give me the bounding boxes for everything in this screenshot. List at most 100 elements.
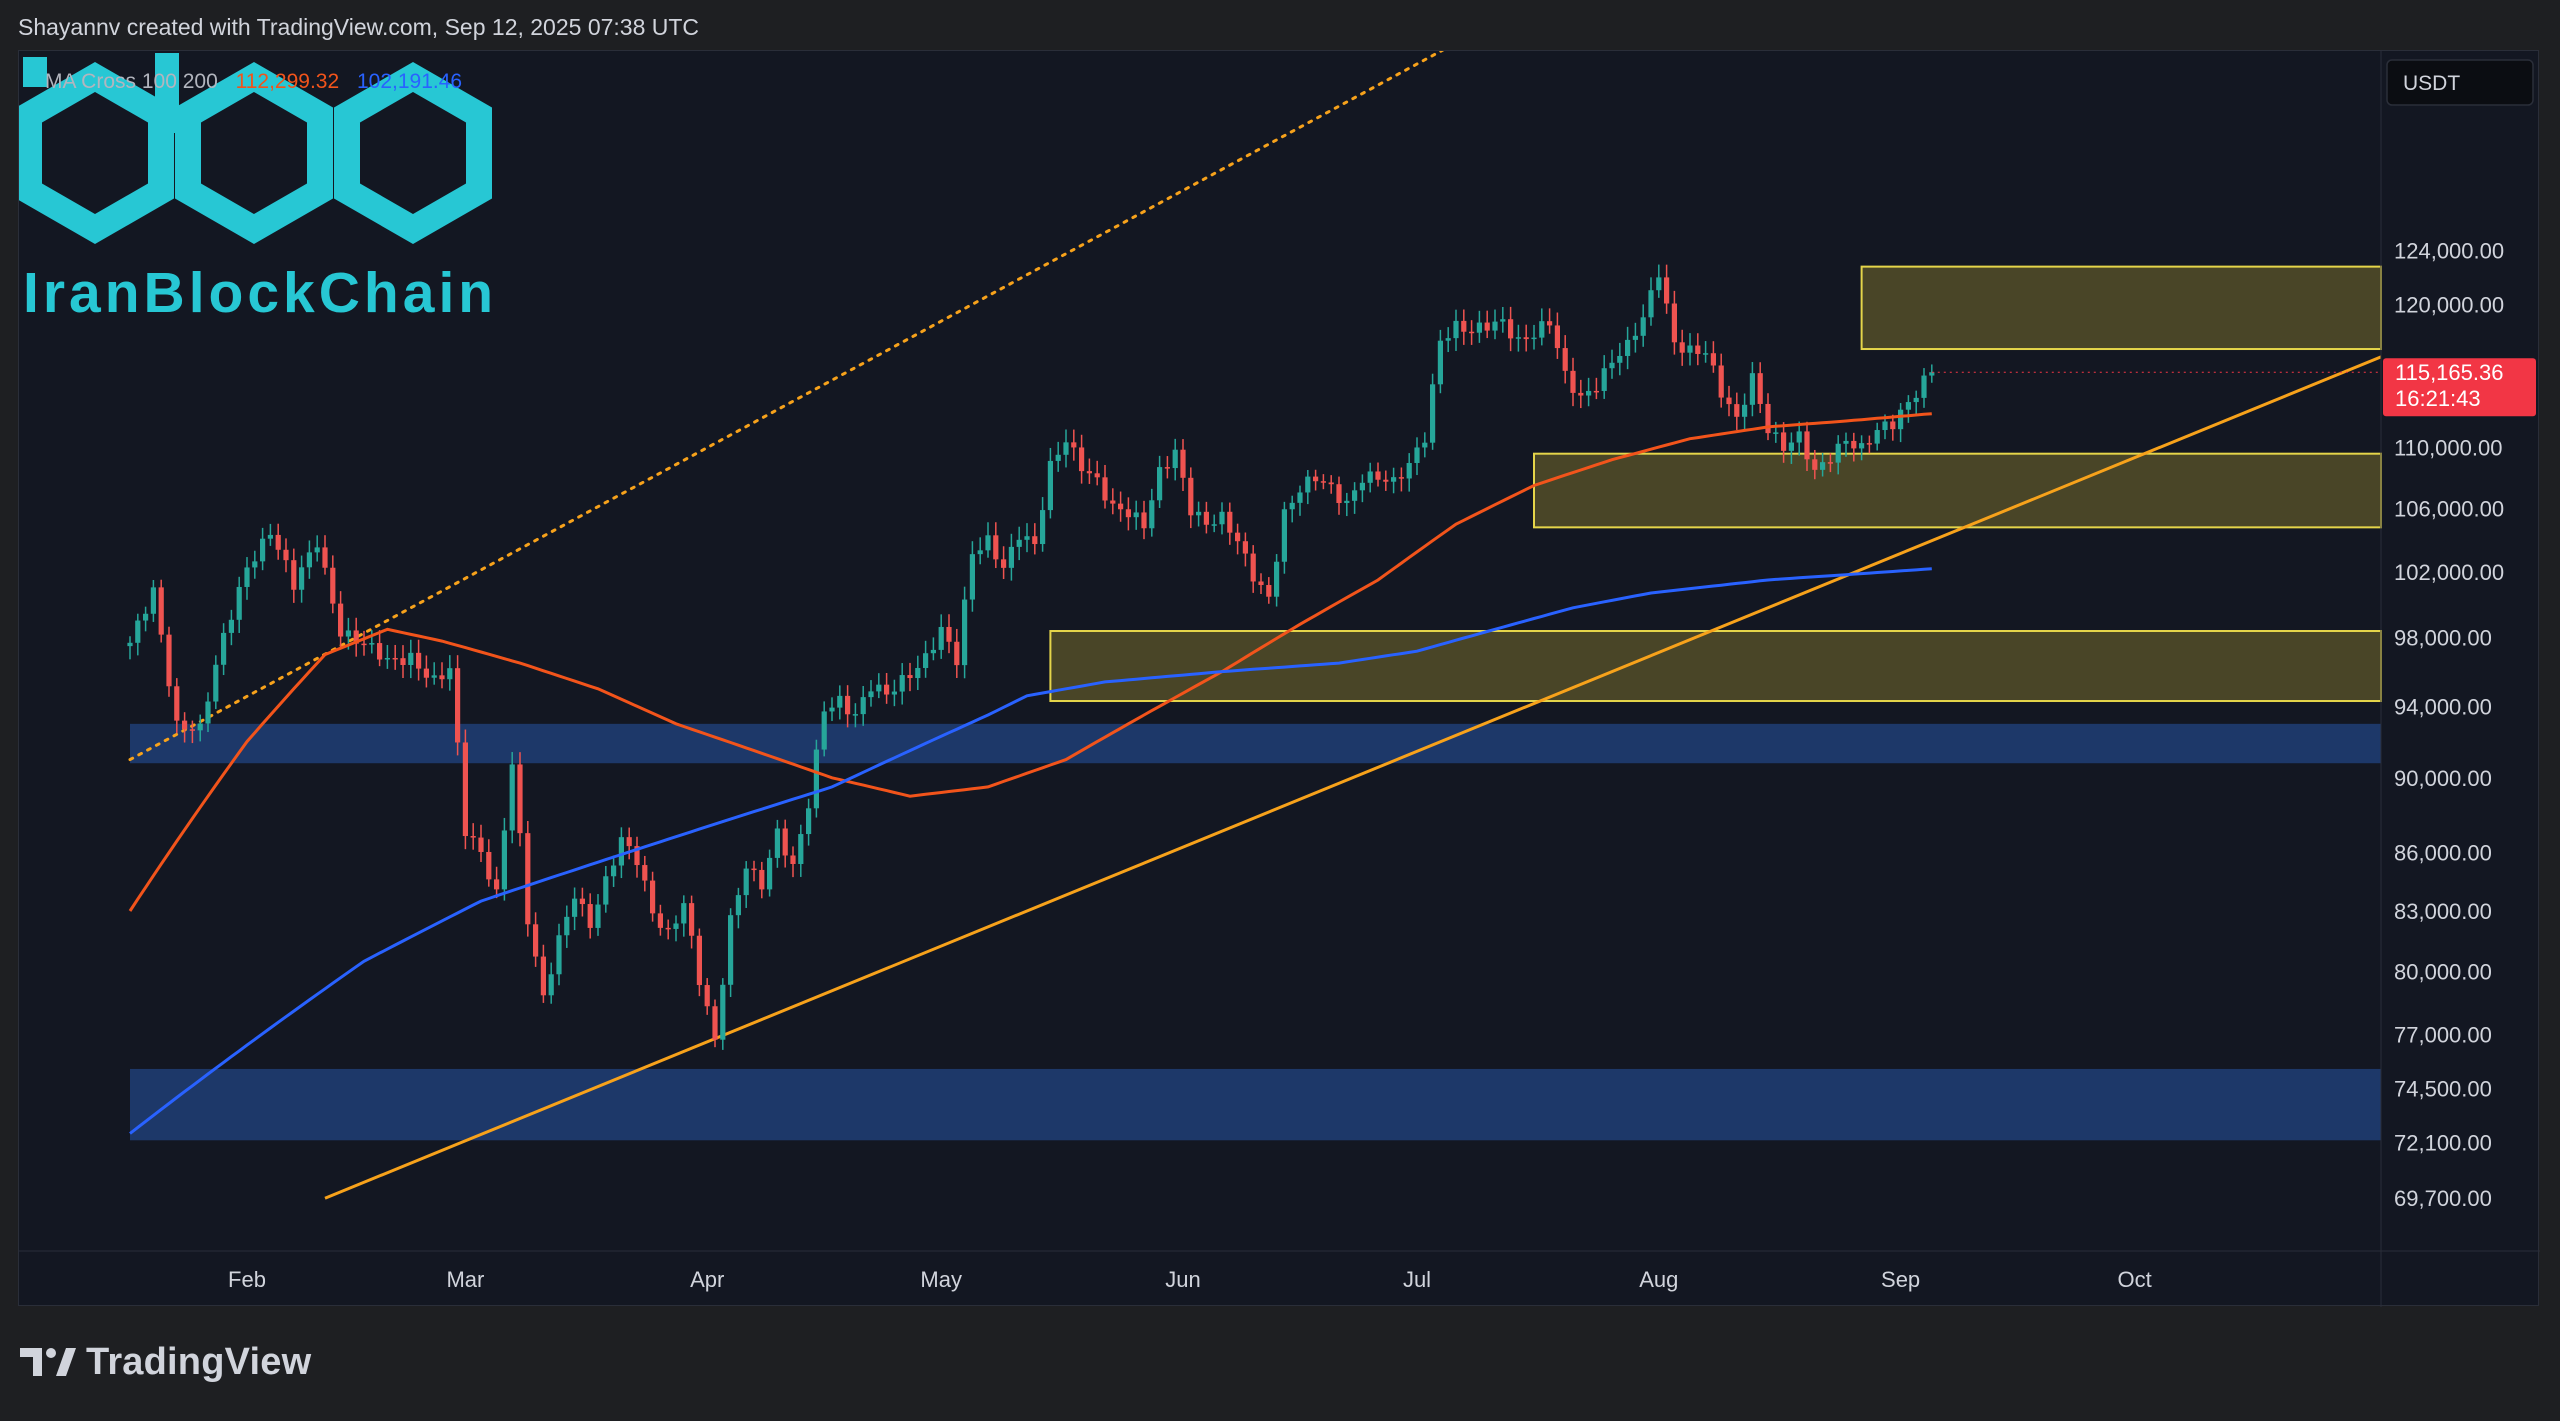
candle-body [1055, 454, 1061, 461]
candle-body [595, 904, 601, 928]
candle-body [1484, 322, 1490, 331]
currency-badge[interactable]: USDT [2386, 59, 2534, 106]
currency-label: USDT [2403, 72, 2460, 95]
legend-row: MA Cross 100 200 112,299.32 102,191.46 [45, 70, 462, 93]
candle-body [1812, 459, 1818, 470]
candle-body [1500, 319, 1506, 322]
candle-body [1866, 443, 1872, 445]
chart-panel[interactable]: 124,000.00 120,000.00 110,000.00 106,000.00… [18, 50, 2540, 1307]
candle-body [1430, 384, 1436, 443]
candle-body [1687, 345, 1693, 353]
candle-body [1196, 511, 1202, 516]
last-price-value: 115,165.36 [2395, 360, 2503, 385]
price-tick-label: 90,000.00 [2394, 766, 2492, 791]
candle-body [1047, 460, 1053, 511]
candle-body [478, 837, 484, 852]
candle-body [1032, 536, 1038, 545]
time-tick-label: Oct [2117, 1267, 2151, 1292]
price-tick-label: 69,700.00 [2394, 1186, 2492, 1211]
candle-body [782, 828, 788, 856]
last-price-tag[interactable] [2383, 358, 2536, 417]
candle-body [1437, 340, 1443, 385]
legend-ma-slow-value: 102,191.46 [357, 70, 462, 93]
candle-body [548, 974, 554, 996]
candle-body [197, 723, 203, 731]
watermark-text: IranBlockChain [23, 261, 497, 325]
candle-body [1835, 443, 1841, 463]
ma-200-line [129, 567, 1932, 1135]
candle-body [423, 668, 429, 678]
candle-body [962, 599, 968, 666]
candle-body [1094, 473, 1100, 478]
time-tick-label: Apr [690, 1267, 724, 1292]
demand-zone-2 [1049, 630, 2382, 703]
candle-body [712, 1006, 718, 1040]
candle-body [665, 927, 671, 930]
candle-body [205, 701, 211, 724]
candle-body [930, 649, 936, 654]
candle-body [408, 652, 414, 666]
candle-body [1453, 320, 1459, 339]
candle-body [689, 903, 695, 936]
candle-body [821, 711, 827, 750]
tradingview-footer[interactable]: TradingView [20, 1340, 311, 1384]
candle-body [1820, 462, 1826, 470]
ma-100-line [128, 412, 1932, 912]
candle-body [1391, 477, 1397, 482]
legend-indicator-name: MA Cross 100 200 [45, 70, 218, 93]
candle-body [1656, 277, 1662, 291]
candle-body [244, 567, 250, 587]
candle-body [1921, 375, 1927, 398]
candle-body [1781, 432, 1787, 451]
candle-body [1554, 325, 1560, 349]
candle-body [813, 749, 819, 809]
candle-body [1211, 524, 1217, 526]
candle-body [143, 613, 149, 621]
legend-ma-fast-value: 112,299.32 [236, 70, 340, 93]
candle-body [907, 675, 913, 679]
candle-body [1274, 561, 1280, 597]
candle-body [1367, 471, 1373, 483]
candle-body [291, 560, 297, 590]
candle-body [1258, 581, 1264, 586]
candle-body [728, 915, 734, 985]
candle-body [1398, 477, 1404, 479]
candle-body [1547, 321, 1553, 326]
candle-body [260, 538, 266, 562]
candle-body [1359, 482, 1365, 491]
candle-body [1913, 397, 1919, 403]
candle-body [275, 534, 281, 550]
candle-body [306, 552, 312, 568]
candle-body [361, 643, 367, 646]
price-tick-label: 72,100.00 [2394, 1131, 2492, 1156]
candle-body [236, 586, 242, 620]
candle-body [1414, 447, 1420, 464]
candle-body [1827, 462, 1833, 464]
candle-body [1219, 511, 1225, 525]
candle-body [1929, 372, 1935, 376]
tradingview-brand-text: TradingView [86, 1340, 312, 1383]
candle-body [1804, 431, 1810, 460]
candle-body [1235, 532, 1241, 542]
candle-body [1001, 559, 1007, 568]
candle-body [618, 837, 624, 866]
candle-body [1539, 321, 1545, 338]
candle-body [182, 720, 188, 730]
candle-body [252, 561, 258, 568]
candle-body [1149, 500, 1155, 529]
candle-body [1320, 481, 1326, 483]
candle-body [650, 880, 656, 914]
price-tick-label: 77,000.00 [2394, 1022, 2492, 1047]
candle-body [1172, 449, 1178, 469]
candle-body [751, 868, 757, 871]
candle-body [166, 634, 172, 687]
candle-body [1578, 392, 1584, 396]
candle-body [1905, 402, 1911, 410]
candle-body [673, 923, 679, 929]
candle-body [501, 830, 507, 890]
candle-body [1742, 404, 1748, 417]
candle-body [1625, 339, 1631, 356]
price-chart[interactable]: 124,000.00 120,000.00 110,000.00 106,000.00… [19, 51, 2540, 1307]
candle-body [1523, 337, 1529, 340]
channel-top [128, 51, 1445, 762]
